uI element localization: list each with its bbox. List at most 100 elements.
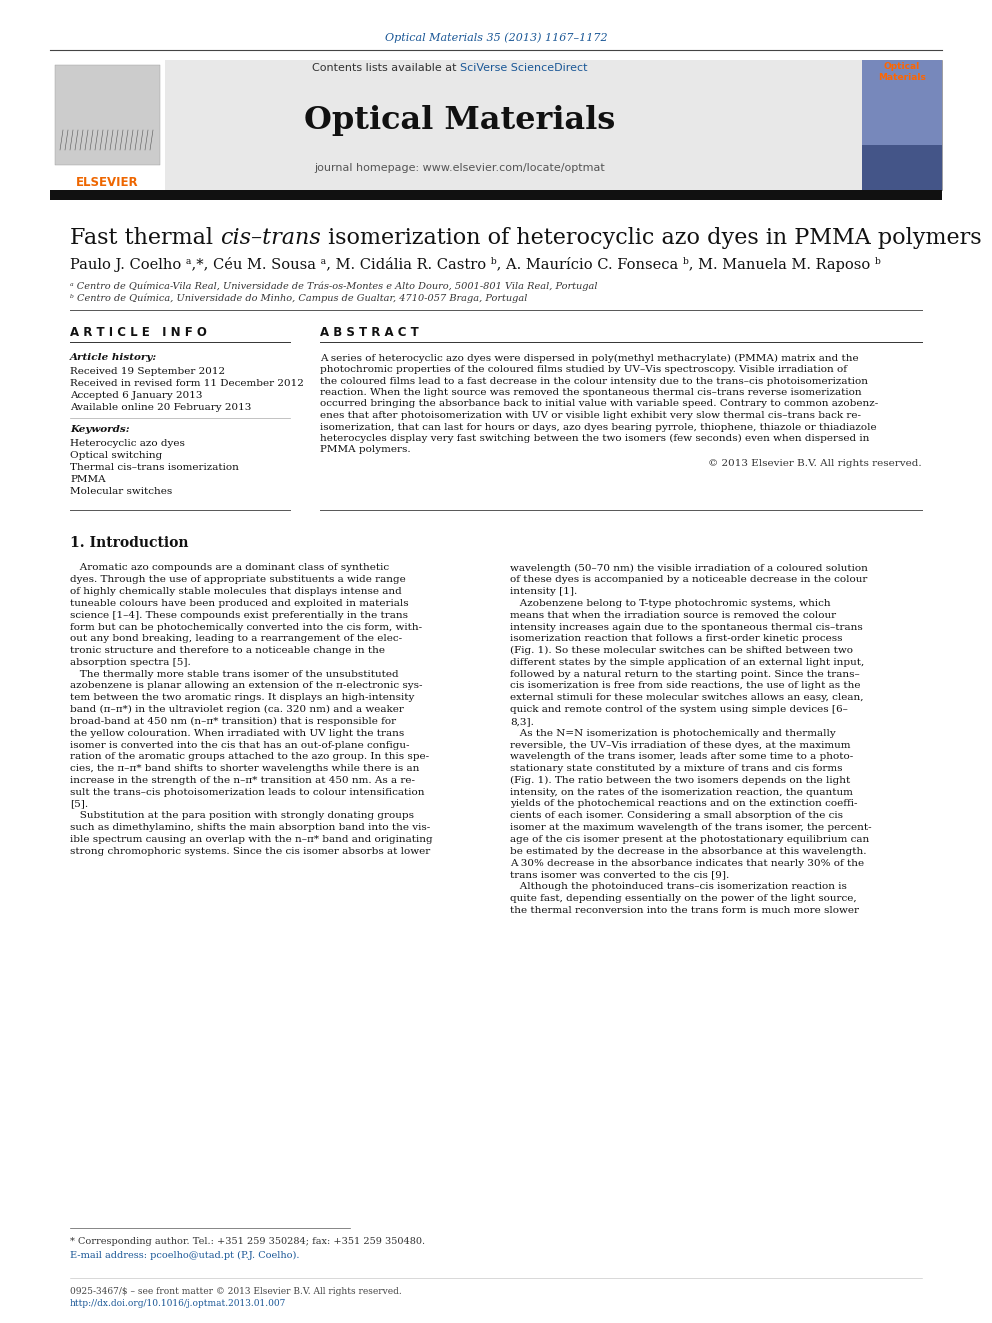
- Text: wavelength of the trans isomer, leads after some time to a photo-: wavelength of the trans isomer, leads af…: [510, 753, 853, 761]
- Text: sult the trans–cis photoisomerization leads to colour intensification: sult the trans–cis photoisomerization le…: [70, 787, 425, 796]
- Text: reaction. When the light source was removed the spontaneous thermal cis–trans re: reaction. When the light source was remo…: [320, 388, 862, 397]
- Text: tem between the two aromatic rings. It displays an high-intensity: tem between the two aromatic rings. It d…: [70, 693, 415, 703]
- Text: Optical
Materials: Optical Materials: [878, 62, 926, 82]
- Text: (Fig. 1). So these molecular switches can be shifted between two: (Fig. 1). So these molecular switches ca…: [510, 646, 853, 655]
- Text: (Fig. 1). The ratio between the two isomers depends on the light: (Fig. 1). The ratio between the two isom…: [510, 775, 850, 785]
- Text: ELSEVIER: ELSEVIER: [75, 176, 138, 188]
- Text: Article history:: Article history:: [70, 353, 158, 363]
- Text: dyes. Through the use of appropriate substituents a wide range: dyes. Through the use of appropriate sub…: [70, 576, 406, 585]
- Text: Keywords:: Keywords:: [70, 426, 130, 434]
- Text: Optical switching: Optical switching: [70, 451, 163, 459]
- Text: E-mail address: pcoelho@utad.pt (P.J. Coelho).: E-mail address: pcoelho@utad.pt (P.J. Co…: [70, 1250, 300, 1259]
- Text: Optical Materials: Optical Materials: [305, 105, 616, 135]
- Bar: [55, 65, 160, 165]
- Text: of these dyes is accompanied by a noticeable decrease in the colour: of these dyes is accompanied by a notice…: [510, 576, 867, 585]
- Text: isomer at the maximum wavelength of the trans isomer, the percent-: isomer at the maximum wavelength of the …: [510, 823, 872, 832]
- Text: Azobenzene belong to T-type photochromic systems, which: Azobenzene belong to T-type photochromic…: [510, 599, 830, 607]
- Text: [5].: [5].: [70, 799, 88, 808]
- Text: * Corresponding author. Tel.: +351 259 350284; fax: +351 259 350480.: * Corresponding author. Tel.: +351 259 3…: [70, 1237, 426, 1246]
- Text: ᵃ Centro de Química-Vila Real, Universidade de Trás-os-Montes e Alto Douro, 5001: ᵃ Centro de Química-Vila Real, Universid…: [70, 282, 597, 291]
- Text: tuneable colours have been produced and exploited in materials: tuneable colours have been produced and …: [70, 599, 409, 607]
- Text: occurred bringing the absorbance back to initial value with variable speed. Cont: occurred bringing the absorbance back to…: [320, 400, 878, 409]
- Text: Optical Materials 35 (2013) 1167–1172: Optical Materials 35 (2013) 1167–1172: [385, 33, 607, 44]
- Text: © 2013 Elsevier B.V. All rights reserved.: © 2013 Elsevier B.V. All rights reserved…: [708, 459, 922, 467]
- Text: trans isomer was converted to the cis [9].: trans isomer was converted to the cis [9…: [510, 871, 729, 880]
- Text: absorption spectra [5].: absorption spectra [5].: [70, 658, 190, 667]
- Text: out any bond breaking, leading to a rearrangement of the elec-: out any bond breaking, leading to a rear…: [70, 634, 402, 643]
- Text: external stimuli for these molecular switches allows an easy, clean,: external stimuli for these molecular swi…: [510, 693, 863, 703]
- Text: 0925-3467/$ – see front matter © 2013 Elsevier B.V. All rights reserved.: 0925-3467/$ – see front matter © 2013 El…: [70, 1286, 402, 1295]
- Text: Fast thermal: Fast thermal: [70, 228, 220, 249]
- Text: Available online 20 February 2013: Available online 20 February 2013: [70, 404, 251, 413]
- Text: be estimated by the decrease in the absorbance at this wavelength.: be estimated by the decrease in the abso…: [510, 847, 866, 856]
- Text: Aromatic azo compounds are a dominant class of synthetic: Aromatic azo compounds are a dominant cl…: [70, 564, 389, 573]
- Bar: [862, 146, 942, 191]
- Text: of highly chemically stable molecules that displays intense and: of highly chemically stable molecules th…: [70, 587, 402, 597]
- Text: Received in revised form 11 December 2012: Received in revised form 11 December 201…: [70, 380, 304, 389]
- Text: The thermally more stable trans isomer of the unsubstituted: The thermally more stable trans isomer o…: [70, 669, 399, 679]
- Text: Molecular switches: Molecular switches: [70, 487, 173, 496]
- Text: A 30% decrease in the absorbance indicates that nearly 30% of the: A 30% decrease in the absorbance indicat…: [510, 859, 864, 868]
- Text: increase in the strength of the n–π* transition at 450 nm. As a re-: increase in the strength of the n–π* tra…: [70, 775, 415, 785]
- Text: tronic structure and therefore to a noticeable change in the: tronic structure and therefore to a noti…: [70, 646, 385, 655]
- Text: quick and remote control of the system using simple devices [6–: quick and remote control of the system u…: [510, 705, 848, 714]
- Text: such as dimethylamino, shifts the main absorption band into the vis-: such as dimethylamino, shifts the main a…: [70, 823, 431, 832]
- Text: yields of the photochemical reactions and on the extinction coeffi-: yields of the photochemical reactions an…: [510, 799, 857, 808]
- Text: isomer is converted into the cis that has an out-of-plane configu-: isomer is converted into the cis that ha…: [70, 741, 410, 750]
- Text: Substitution at the para position with strongly donating groups: Substitution at the para position with s…: [70, 811, 414, 820]
- Text: Accepted 6 January 2013: Accepted 6 January 2013: [70, 392, 202, 401]
- Text: photochromic properties of the coloured films studied by UV–Vis spectroscopy. Vi: photochromic properties of the coloured …: [320, 365, 847, 374]
- Text: ible spectrum causing an overlap with the n–π* band and originating: ible spectrum causing an overlap with th…: [70, 835, 433, 844]
- Text: Heterocyclic azo dyes: Heterocyclic azo dyes: [70, 438, 185, 447]
- Text: the yellow colouration. When irradiated with UV light the trans: the yellow colouration. When irradiated …: [70, 729, 405, 738]
- Text: As the N=N isomerization is photochemically and thermally: As the N=N isomerization is photochemica…: [510, 729, 835, 738]
- Text: Received 19 September 2012: Received 19 September 2012: [70, 368, 225, 377]
- Text: Paulo J. Coelho ᵃ,*, Céu M. Sousa ᵃ, M. Cidália R. Castro ᵇ, A. Maurício C. Fons: Paulo J. Coelho ᵃ,*, Céu M. Sousa ᵃ, M. …: [70, 258, 881, 273]
- Text: quite fast, depending essentially on the power of the light source,: quite fast, depending essentially on the…: [510, 894, 857, 902]
- Text: form but can be photochemically converted into the cis form, with-: form but can be photochemically converte…: [70, 623, 423, 631]
- Text: broad-band at 450 nm (n–π* transition) that is responsible for: broad-band at 450 nm (n–π* transition) t…: [70, 717, 396, 726]
- Bar: [50, 60, 862, 191]
- Text: Although the photoinduced trans–cis isomerization reaction is: Although the photoinduced trans–cis isom…: [510, 882, 847, 892]
- Text: strong chromophoric systems. Since the cis isomer absorbs at lower: strong chromophoric systems. Since the c…: [70, 847, 431, 856]
- Text: intensity [1].: intensity [1].: [510, 587, 577, 597]
- Text: A R T I C L E   I N F O: A R T I C L E I N F O: [70, 327, 207, 340]
- Text: cients of each isomer. Considering a small absorption of the cis: cients of each isomer. Considering a sma…: [510, 811, 843, 820]
- Text: isomerization reaction that follows a first-order kinetic process: isomerization reaction that follows a fi…: [510, 634, 842, 643]
- Text: isomerization of heterocyclic azo dyes in PMMA polymers: isomerization of heterocyclic azo dyes i…: [320, 228, 981, 249]
- Text: cies, the π–π* band shifts to shorter wavelengths while there is an: cies, the π–π* band shifts to shorter wa…: [70, 765, 420, 773]
- Bar: [862, 60, 942, 155]
- Text: Thermal cis–trans isomerization: Thermal cis–trans isomerization: [70, 463, 239, 471]
- Bar: [862, 60, 942, 191]
- Text: cis isomerization is free from side reactions, the use of light as the: cis isomerization is free from side reac…: [510, 681, 860, 691]
- Text: intensity, on the rates of the isomerization reaction, the quantum: intensity, on the rates of the isomeriza…: [510, 787, 853, 796]
- Text: reversible, the UV–Vis irradiation of these dyes, at the maximum: reversible, the UV–Vis irradiation of th…: [510, 741, 850, 750]
- Text: means that when the irradiation source is removed the colour: means that when the irradiation source i…: [510, 611, 836, 619]
- Text: SciVerse ScienceDirect: SciVerse ScienceDirect: [460, 64, 587, 73]
- Text: 1. Introduction: 1. Introduction: [70, 536, 188, 550]
- Text: followed by a natural return to the starting point. Since the trans–: followed by a natural return to the star…: [510, 669, 860, 679]
- Text: A B S T R A C T: A B S T R A C T: [320, 327, 419, 340]
- Text: stationary state constituted by a mixture of trans and cis forms: stationary state constituted by a mixtur…: [510, 765, 842, 773]
- Text: http://dx.doi.org/10.1016/j.optmat.2013.01.007: http://dx.doi.org/10.1016/j.optmat.2013.…: [70, 1299, 287, 1308]
- Text: the thermal reconversion into the trans form is much more slower: the thermal reconversion into the trans …: [510, 906, 859, 914]
- Text: cis–trans: cis–trans: [220, 228, 320, 249]
- Text: heterocycles display very fast switching between the two isomers (few seconds) e: heterocycles display very fast switching…: [320, 434, 869, 443]
- Text: the coloured films lead to a fast decrease in the colour intensity due to the tr: the coloured films lead to a fast decrea…: [320, 377, 868, 385]
- Text: science [1–4]. These compounds exist preferentially in the trans: science [1–4]. These compounds exist pre…: [70, 611, 408, 619]
- Text: intensity increases again due to the spontaneous thermal cis–trans: intensity increases again due to the spo…: [510, 623, 863, 631]
- Bar: [50, 191, 942, 200]
- Text: enes that after photoisomerization with UV or visible light exhibit very slow th: enes that after photoisomerization with …: [320, 411, 861, 419]
- Text: wavelength (50–70 nm) the visible irradiation of a coloured solution: wavelength (50–70 nm) the visible irradi…: [510, 564, 868, 573]
- Text: journal homepage: www.elsevier.com/locate/optmat: journal homepage: www.elsevier.com/locat…: [314, 163, 605, 173]
- Bar: [50, 60, 165, 191]
- Text: azobenzene is planar allowing an extension of the π-electronic sys-: azobenzene is planar allowing an extensi…: [70, 681, 423, 691]
- Text: Contents lists available at: Contents lists available at: [312, 64, 460, 73]
- Text: age of the cis isomer present at the photostationary equilibrium can: age of the cis isomer present at the pho…: [510, 835, 869, 844]
- Text: band (π–π*) in the ultraviolet region (ca. 320 nm) and a weaker: band (π–π*) in the ultraviolet region (c…: [70, 705, 404, 714]
- Text: PMMA: PMMA: [70, 475, 105, 483]
- Text: PMMA polymers.: PMMA polymers.: [320, 446, 411, 455]
- Text: isomerization, that can last for hours or days, azo dyes bearing pyrrole, thioph: isomerization, that can last for hours o…: [320, 422, 877, 431]
- Text: A series of heterocyclic azo dyes were dispersed in poly(methyl methacrylate) (P: A series of heterocyclic azo dyes were d…: [320, 353, 859, 363]
- Text: ration of the aromatic groups attached to the azo group. In this spe-: ration of the aromatic groups attached t…: [70, 753, 430, 761]
